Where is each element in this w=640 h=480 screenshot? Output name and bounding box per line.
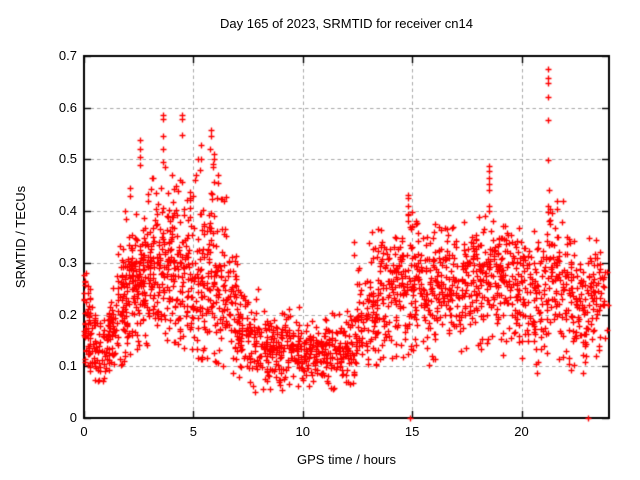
x-axis-label: GPS time / hours xyxy=(297,452,396,467)
x-tick-label: 20 xyxy=(514,424,529,439)
y-tick-label: 0.1 xyxy=(58,358,77,374)
y-tick-label: 0.3 xyxy=(58,254,77,270)
x-tick-label: 0 xyxy=(80,424,88,439)
chart-title: Day 165 of 2023, SRMTID for receiver cn1… xyxy=(220,16,473,31)
x-tick-label: 5 xyxy=(189,424,197,439)
y-tick-label: 0.6 xyxy=(58,99,77,115)
y-tick-label: 0.5 xyxy=(58,151,77,167)
y-tick-label: 0.4 xyxy=(58,203,77,219)
x-tick-label: 15 xyxy=(404,424,420,439)
y-tick-label: 0.7 xyxy=(58,48,77,63)
y-tick-label: 0 xyxy=(69,410,77,425)
x-tick-label: 10 xyxy=(295,424,310,439)
y-tick-label: 0.2 xyxy=(58,306,77,322)
